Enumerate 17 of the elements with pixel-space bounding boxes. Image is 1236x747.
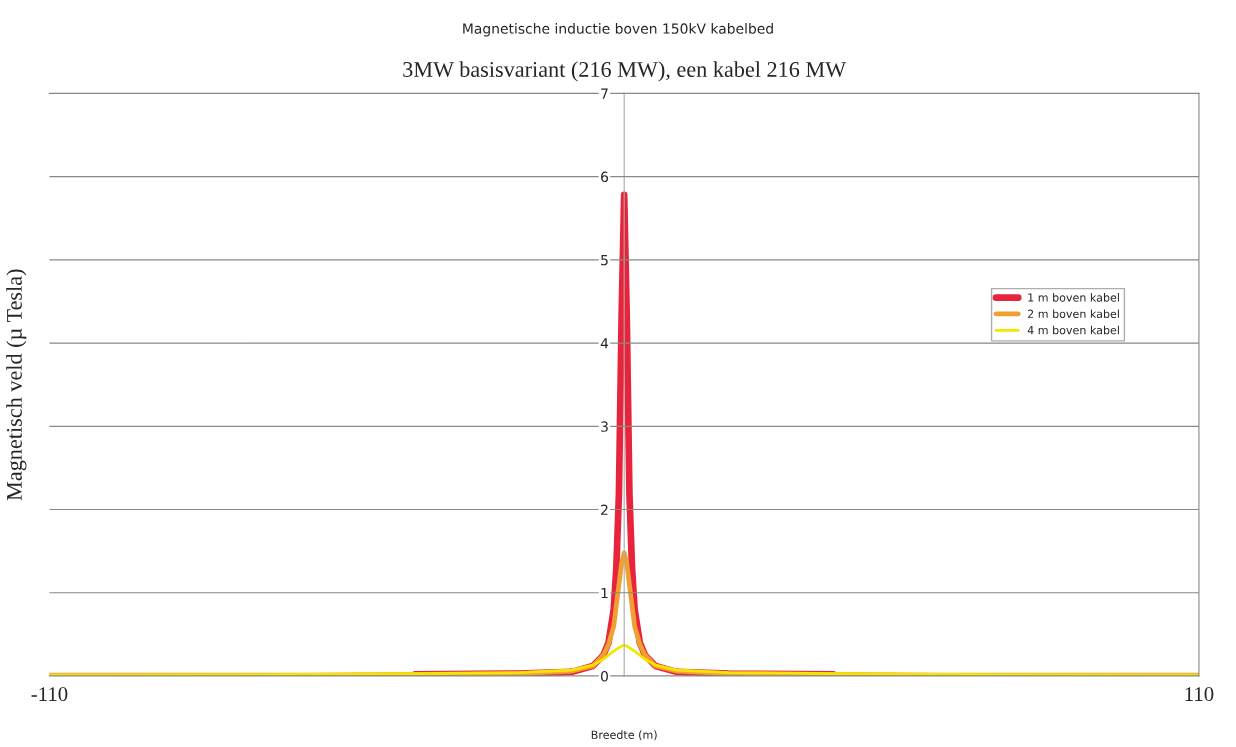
- chart-subtitle: Magnetische inductie boven 150kV kabelbed: [463, 23, 773, 37]
- x-tick-label: 110: [1185, 687, 1214, 702]
- chart-title: 3MW basisvariant (216 MW), een kabel 216 MW: [403, 61, 847, 82]
- legend-label: 2 m boven kabel: [1027, 309, 1119, 319]
- y-tick-label: 2: [601, 504, 608, 515]
- y-tick-label: 5: [601, 255, 608, 266]
- legend-label: 1 m boven kabel: [1028, 293, 1119, 302]
- y-tick-label: 1: [601, 587, 608, 599]
- x-tick-label: -110: [31, 687, 68, 702]
- x-axis-title: Breedte (m): [591, 730, 657, 741]
- legend-label: 4 m boven kabel: [1027, 325, 1119, 335]
- y-tick-label: 3: [601, 421, 608, 432]
- y-axis-title: Magnetisch veld (µ Tesla): [6, 269, 27, 501]
- y-tick-label: 7: [601, 88, 608, 99]
- y-tick-label: 6: [601, 171, 609, 183]
- y-tick-label: 4: [600, 338, 609, 349]
- y-tick-label: 0: [600, 671, 608, 682]
